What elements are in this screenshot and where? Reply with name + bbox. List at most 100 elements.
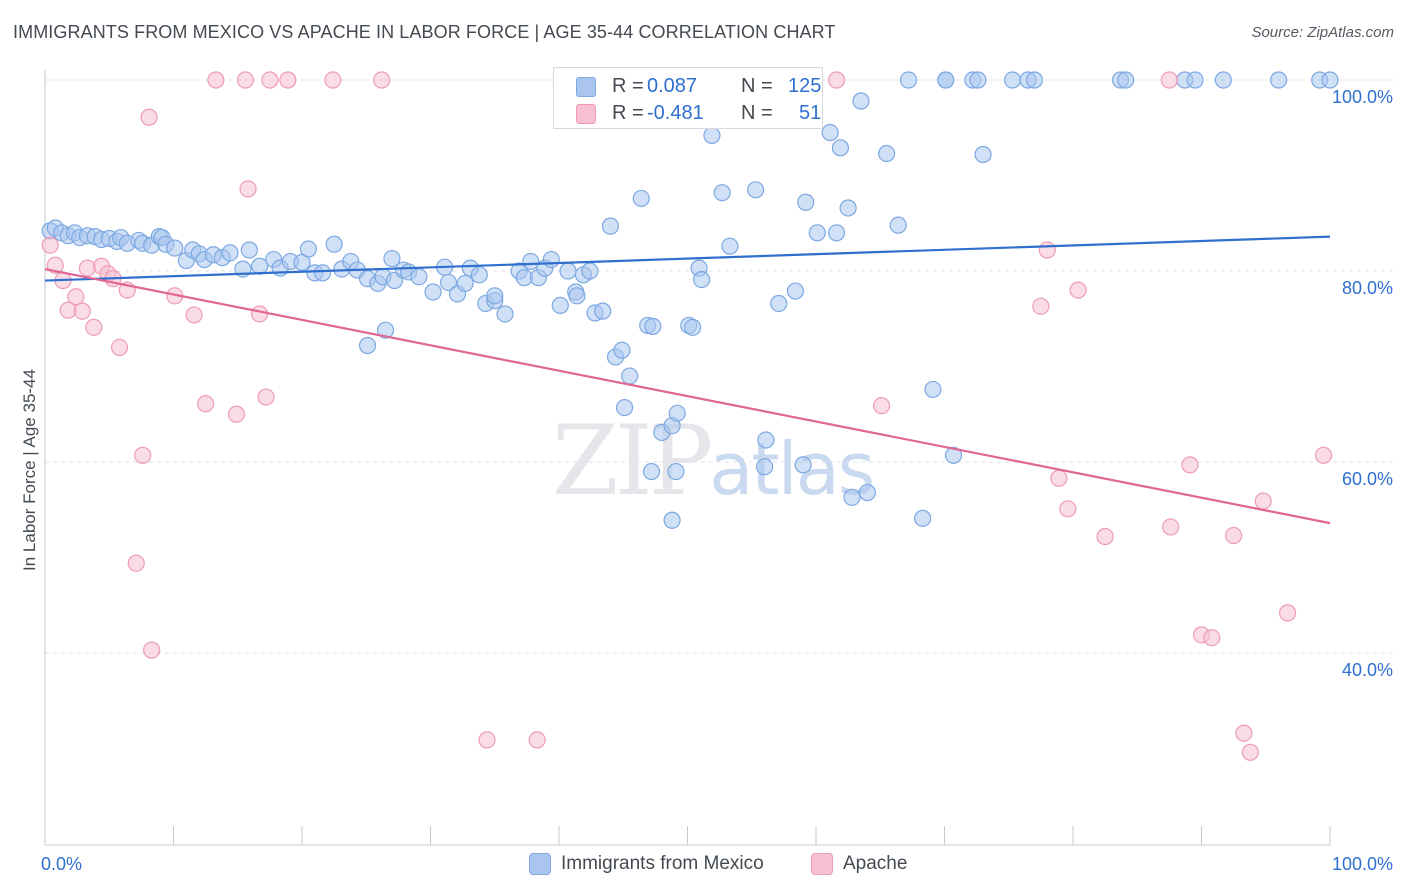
mexico-point — [496, 305, 514, 323]
mexico-point — [747, 181, 765, 199]
mexico-point — [613, 341, 631, 359]
mexico-point — [1186, 71, 1204, 89]
y-axis-label: In Labor Force | Age 35-44 — [20, 369, 39, 571]
mexico-point — [684, 318, 702, 336]
watermark: ZIPatlas — [552, 405, 875, 517]
mexico-point — [313, 264, 332, 282]
mexico-legend-label: Immigrants from Mexico — [561, 853, 764, 874]
mexico-point — [542, 250, 560, 269]
apache-point — [1160, 71, 1178, 89]
mexico-point — [581, 262, 599, 280]
apache-swatch — [576, 104, 596, 124]
apache-point — [1225, 526, 1243, 545]
mexico-point — [852, 92, 870, 110]
apache-point — [73, 302, 91, 320]
mexico-legend-swatch — [529, 853, 551, 875]
mexico-point — [568, 287, 586, 305]
mexico-point — [601, 217, 620, 235]
mexico-point — [797, 193, 815, 211]
apache-legend-swatch — [811, 853, 833, 875]
mexico-point — [667, 462, 685, 481]
mexico-point — [889, 216, 907, 234]
apache-point — [227, 405, 246, 423]
mexico-point — [1269, 71, 1288, 89]
mexico-point — [644, 317, 662, 335]
mexico-point — [615, 398, 634, 417]
apache-point — [1050, 469, 1068, 487]
apache-point — [207, 71, 225, 89]
apache-point — [41, 236, 59, 254]
y-tick-label: 60.0% — [1342, 469, 1393, 489]
apache-legend-label: Apache — [843, 853, 908, 874]
mexico-point — [786, 282, 805, 300]
mexico-point — [808, 224, 826, 242]
n-label: N = — [741, 75, 773, 97]
apache-point — [127, 554, 145, 572]
apache-point — [827, 71, 846, 89]
mexico-point — [632, 189, 650, 208]
apache-point — [250, 305, 269, 323]
apache-point — [239, 180, 257, 198]
mexico-point — [621, 367, 639, 385]
mexico-point — [1004, 71, 1022, 89]
mexico-point — [974, 145, 992, 164]
apache-point — [143, 641, 161, 659]
chart-title: IMMIGRANTS FROM MEXICO VS APACHE IN LABO… — [13, 22, 836, 42]
mexico-point — [1321, 71, 1339, 89]
n-label: N = — [741, 102, 773, 124]
apache-point — [324, 71, 342, 89]
mexico-point — [770, 294, 788, 313]
mexico-point — [831, 139, 850, 157]
mexico-point — [755, 458, 774, 476]
apache-point — [78, 259, 97, 277]
apache-point — [1069, 281, 1087, 299]
apache-point — [1314, 446, 1333, 464]
mexico-point — [757, 431, 775, 449]
mexico-point — [439, 273, 458, 292]
mexico-point — [299, 240, 318, 258]
apache-point — [1038, 241, 1056, 259]
apache-point — [872, 397, 891, 415]
mexico-point — [663, 511, 681, 529]
mexico-swatch — [576, 77, 596, 97]
mexico-point — [721, 237, 739, 255]
apache-point — [85, 318, 103, 336]
mexico-point — [522, 252, 540, 271]
stats-legend: R = 0.087 N = 125 R = -0.481 N = 51 — [553, 67, 823, 129]
apache-point — [1181, 456, 1199, 474]
mexico-point — [559, 262, 577, 280]
apache-point — [1254, 492, 1272, 510]
apache-point — [261, 71, 279, 89]
mexico-point — [693, 270, 711, 289]
mexico-point — [899, 71, 918, 89]
n-value: 125 — [788, 75, 822, 97]
apache-point — [257, 388, 275, 406]
apache-point — [1241, 743, 1259, 761]
mexico-point — [594, 302, 612, 320]
x-tick-label-right: 100.0% — [1332, 854, 1393, 874]
mexico-point — [221, 244, 239, 262]
mexico-point — [703, 126, 721, 144]
apache-point — [1096, 527, 1114, 546]
mexico-point — [1117, 71, 1135, 89]
mexico-point — [944, 446, 963, 464]
r-label: R = — [612, 75, 644, 97]
apache-point — [528, 731, 546, 749]
mexico-point — [250, 257, 269, 275]
mexico-point — [878, 144, 896, 163]
mexico-point — [456, 274, 474, 293]
apache-point — [478, 731, 496, 749]
y-tick-label: 80.0% — [1342, 278, 1393, 298]
mexico-point — [1214, 71, 1232, 89]
mexico-point — [713, 184, 731, 202]
mexico-point — [794, 456, 812, 474]
apache-point — [373, 71, 391, 89]
apache-point — [1162, 518, 1180, 536]
mexico-point — [827, 224, 846, 242]
apache-point — [197, 395, 215, 413]
r-value: 0.087 — [647, 75, 698, 97]
mexico-point — [325, 235, 343, 253]
x-tick-label-left: 0.0% — [41, 854, 82, 874]
apache-point — [1235, 724, 1253, 742]
